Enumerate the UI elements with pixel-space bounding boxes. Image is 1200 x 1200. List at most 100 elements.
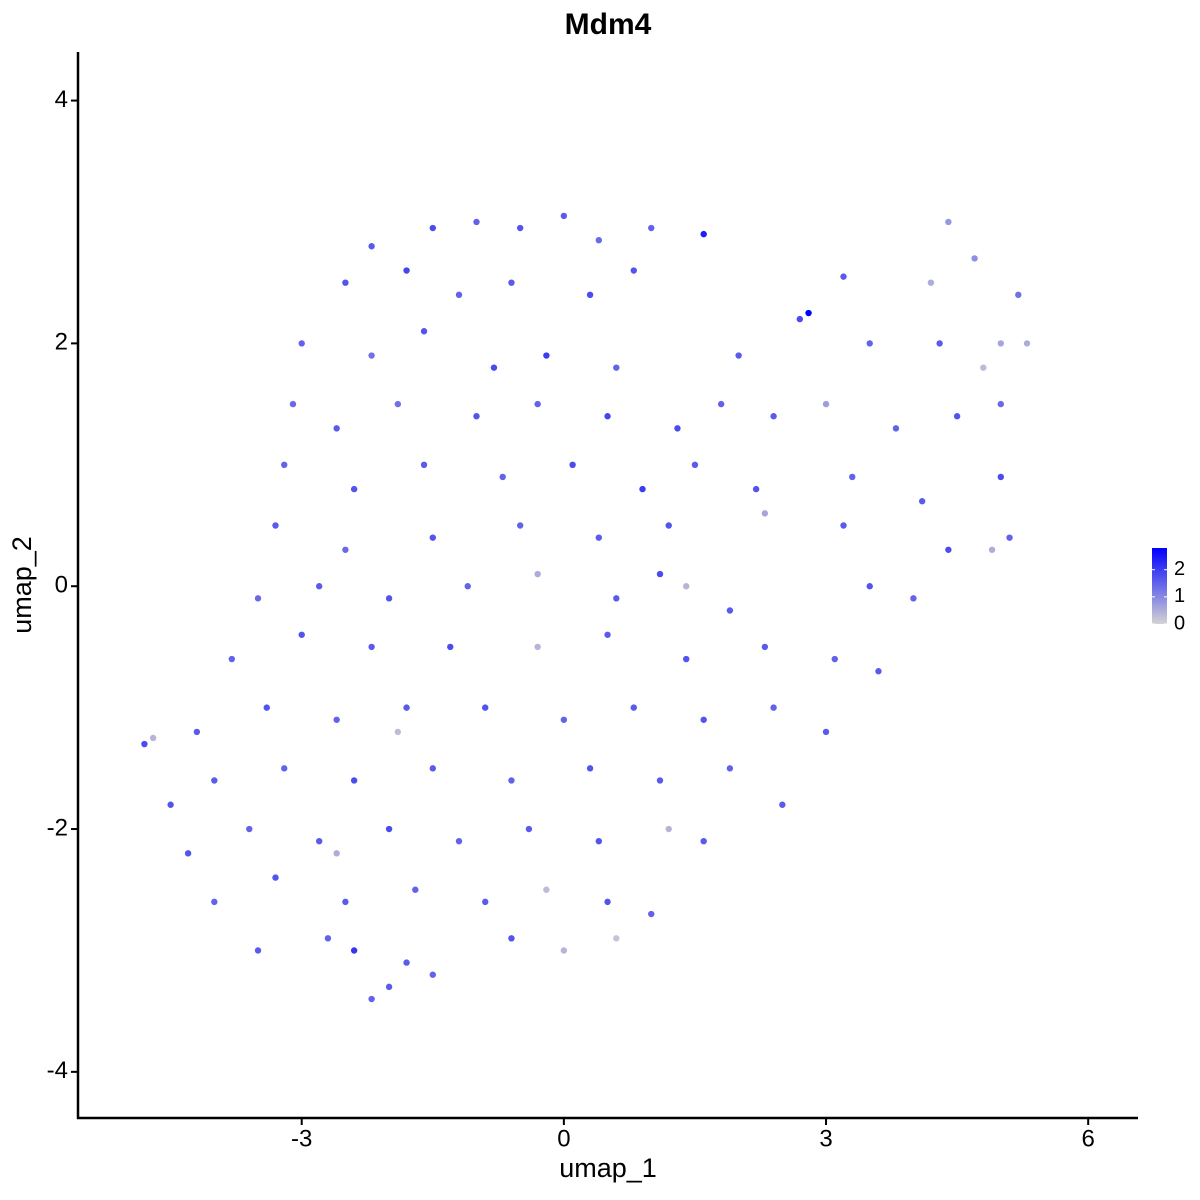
- colorbar-tick-label: 1: [1174, 585, 1185, 607]
- point: [543, 886, 550, 893]
- x-tick-label: 6: [1082, 1125, 1095, 1152]
- point: [525, 825, 533, 833]
- point: [368, 243, 375, 250]
- point: [516, 224, 524, 232]
- point: [385, 595, 393, 602]
- point: [849, 473, 856, 481]
- point: [770, 413, 777, 420]
- y-tick-label: 4: [55, 86, 68, 113]
- point: [1015, 291, 1022, 299]
- y-tick-label: 0: [55, 572, 68, 599]
- point: [342, 546, 349, 553]
- point: [298, 340, 305, 347]
- point: [683, 655, 690, 663]
- point: [586, 291, 594, 299]
- point: [350, 947, 358, 954]
- point: [184, 850, 192, 857]
- point: [595, 236, 603, 244]
- point: [910, 595, 917, 602]
- point: [726, 607, 734, 614]
- y-tick-label: -2: [47, 814, 68, 841]
- point: [508, 935, 515, 942]
- point: [700, 837, 707, 845]
- point: [604, 413, 611, 420]
- point: [455, 837, 463, 845]
- point: [918, 498, 926, 505]
- point: [595, 837, 603, 845]
- point: [717, 400, 725, 408]
- point: [779, 801, 786, 808]
- point: [429, 224, 436, 232]
- point: [246, 825, 253, 833]
- point: [394, 728, 402, 736]
- point: [840, 522, 847, 529]
- point: [385, 983, 393, 991]
- point: [315, 837, 323, 845]
- point: [630, 704, 637, 711]
- point: [840, 273, 847, 280]
- point: [604, 898, 611, 906]
- point: [866, 340, 873, 347]
- point: [342, 279, 349, 286]
- point: [534, 643, 541, 651]
- y-tick-label: -4: [47, 1057, 68, 1084]
- point: [674, 425, 681, 432]
- point: [211, 777, 218, 784]
- point: [508, 777, 515, 784]
- point: [211, 898, 218, 906]
- point: [350, 777, 358, 784]
- point: [482, 898, 489, 906]
- point: [429, 765, 436, 772]
- point: [368, 643, 375, 651]
- point: [263, 704, 270, 711]
- point: [988, 546, 996, 553]
- point: [1023, 340, 1031, 347]
- point: [648, 910, 655, 918]
- point: [945, 546, 952, 553]
- point: [403, 267, 410, 274]
- point: [289, 400, 297, 408]
- point: [368, 352, 375, 359]
- point: [945, 218, 952, 226]
- point: [420, 461, 428, 469]
- point: [953, 413, 961, 420]
- point: [980, 364, 987, 371]
- point: [892, 425, 900, 432]
- colorbar-tick-label: 2: [1174, 558, 1185, 580]
- point: [228, 655, 236, 663]
- point: [254, 947, 262, 954]
- point: [490, 364, 498, 371]
- point: [770, 704, 777, 711]
- point: [586, 765, 594, 772]
- point: [324, 935, 332, 942]
- point: [167, 801, 174, 808]
- point: [560, 716, 568, 723]
- point: [971, 255, 978, 262]
- x-axis-label: umap_1: [559, 1153, 657, 1183]
- point: [534, 570, 541, 578]
- point: [648, 224, 655, 232]
- point: [473, 413, 480, 420]
- point: [604, 631, 611, 638]
- point: [700, 716, 707, 723]
- point: [569, 461, 576, 469]
- point: [516, 522, 524, 529]
- point: [613, 935, 620, 942]
- point: [534, 400, 541, 408]
- point: [368, 995, 375, 1003]
- point: [394, 400, 402, 408]
- colorbar: [1152, 548, 1167, 624]
- point: [272, 874, 279, 881]
- point: [700, 230, 707, 238]
- point: [447, 643, 454, 651]
- point: [272, 522, 279, 529]
- point: [464, 583, 471, 590]
- point: [508, 279, 515, 286]
- point: [691, 461, 699, 469]
- point: [752, 485, 760, 493]
- point: [761, 643, 769, 651]
- point: [822, 400, 830, 408]
- point: [482, 704, 489, 711]
- x-tick-label: 3: [819, 1125, 832, 1152]
